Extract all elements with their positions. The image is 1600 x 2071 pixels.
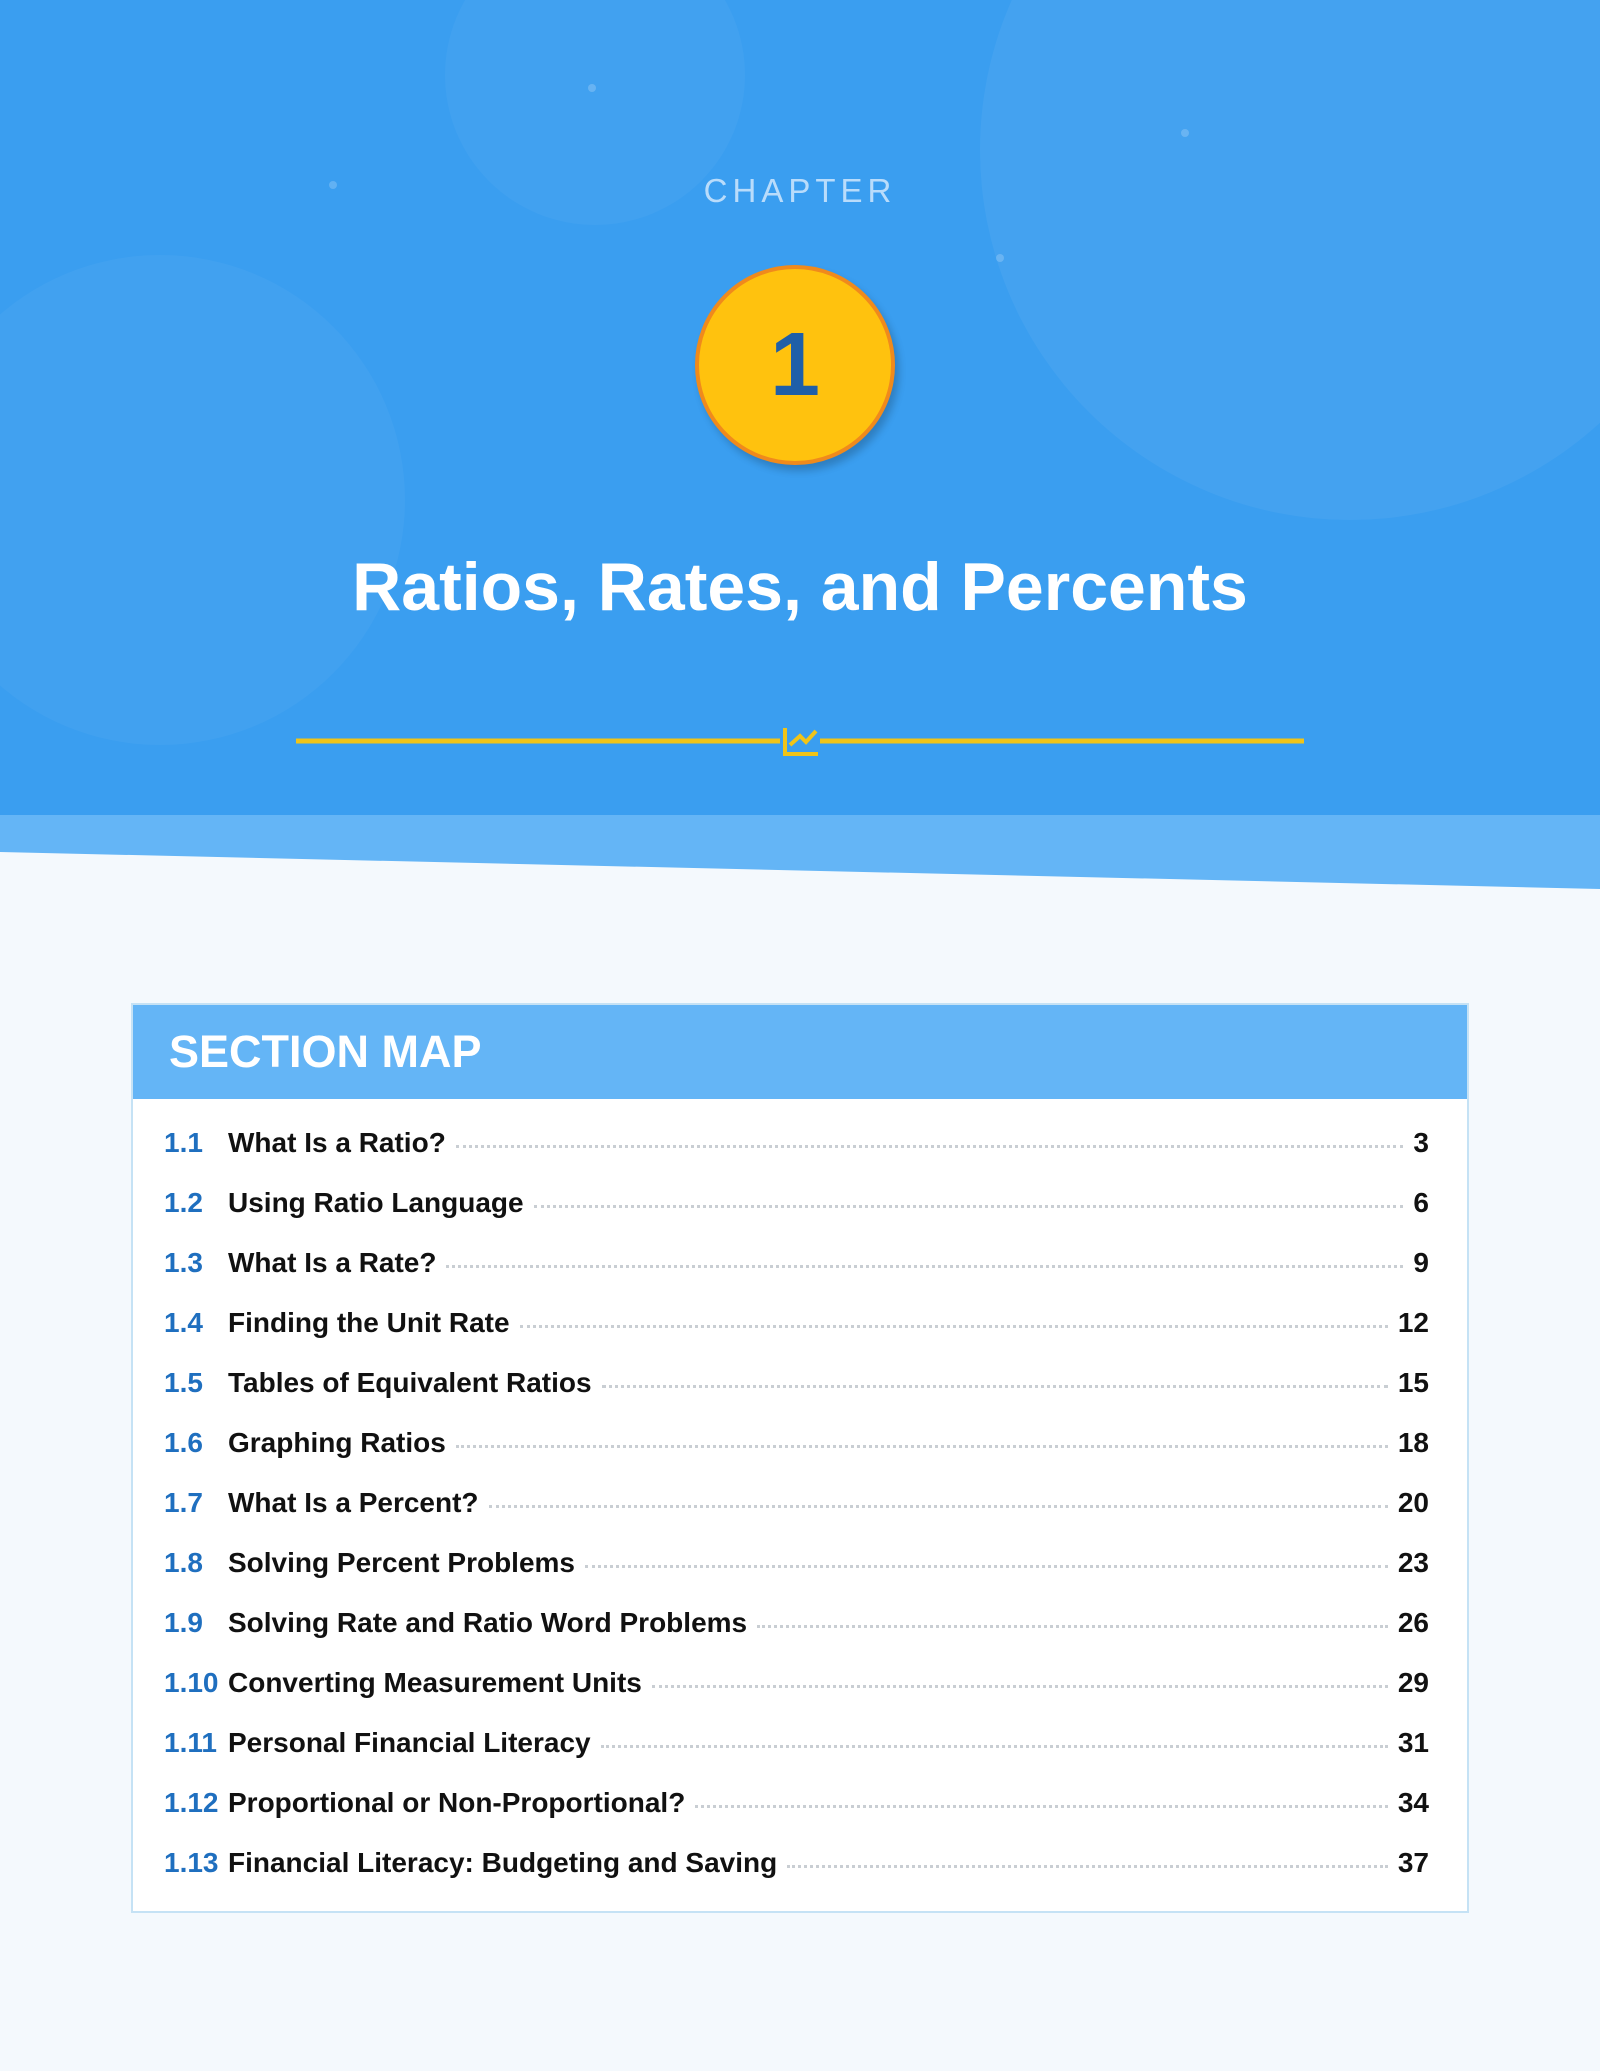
section-row: 1.13 Financial Literacy: Budgeting and Sa…: [164, 1833, 1429, 1893]
page-number: 6: [1413, 1187, 1429, 1218]
decor-dot: [1181, 129, 1189, 137]
section-number: 1.1: [164, 1127, 203, 1158]
section-row: 1.2 Using Ratio Language 6: [164, 1173, 1429, 1233]
section-title: Tables of Equivalent Ratios: [228, 1367, 592, 1398]
section-row: 1.5 Tables of Equivalent Ratios 15: [164, 1353, 1429, 1413]
section-number: 1.7: [164, 1487, 203, 1518]
divider-icon: [783, 728, 818, 756]
page-number: 9: [1413, 1247, 1429, 1278]
section-title: Using Ratio Language: [228, 1187, 524, 1218]
section-number: 1.9: [164, 1607, 203, 1638]
section-row: 1.10 Converting Measurement Units 29: [164, 1653, 1429, 1713]
dot-leader: [446, 1265, 1404, 1268]
dot-leader: [455, 1145, 1404, 1148]
chapter-label: CHAPTER: [703, 172, 897, 209]
dot-leader: [651, 1685, 1388, 1688]
section-title: Personal Financial Literacy: [228, 1727, 591, 1758]
dot-leader: [519, 1325, 1388, 1328]
dot-leader: [695, 1805, 1388, 1808]
dot-leader: [600, 1745, 1388, 1748]
section-title: Solving Percent Problems: [228, 1547, 575, 1578]
section-title: Graphing Ratios: [228, 1427, 446, 1458]
page-number: 3: [1413, 1127, 1429, 1158]
section-number: 1.2: [164, 1187, 203, 1218]
section-title: Financial Literacy: Budgeting and Saving: [228, 1847, 778, 1878]
decor-dot: [588, 84, 596, 92]
section-row: 1.8 Solving Percent Problems 23: [164, 1533, 1429, 1593]
section-title: Solving Rate and Ratio Word Problems: [228, 1607, 748, 1638]
decor-circle: [445, 0, 745, 225]
section-row: 1.9 Solving Rate and Ratio Word Problems 2…: [164, 1593, 1429, 1653]
section-title: What Is a Ratio?: [228, 1127, 446, 1158]
chapter-title: Ratios, Rates, and Percents: [352, 549, 1248, 625]
page-number: 20: [1397, 1487, 1429, 1518]
section-title: Proportional or Non-Proportional?: [228, 1787, 686, 1818]
section-row: 1.7 What Is a Percent? 20: [164, 1473, 1429, 1533]
page-number: 34: [1397, 1787, 1429, 1818]
dot-leader: [488, 1505, 1388, 1508]
section-number: 1.13: [164, 1847, 219, 1878]
section-title: Converting Measurement Units: [228, 1667, 642, 1698]
section-number: 1.12: [164, 1787, 219, 1818]
page-number: 26: [1397, 1607, 1429, 1638]
section-map-title: SECTION MAP: [133, 1005, 1467, 1099]
dot-leader: [533, 1205, 1404, 1208]
page-number: 15: [1397, 1367, 1429, 1398]
section-number: 1.11: [164, 1727, 217, 1758]
dot-leader: [757, 1625, 1388, 1628]
page-number: 12: [1397, 1307, 1429, 1338]
page-number: 31: [1397, 1727, 1429, 1758]
hero-background: [0, 0, 1600, 889]
page-number: 23: [1397, 1547, 1429, 1578]
page-number: 29: [1397, 1667, 1429, 1698]
section-title: What Is a Percent?: [228, 1487, 479, 1518]
decor-dot: [996, 254, 1004, 262]
section-title: What Is a Rate?: [228, 1247, 437, 1278]
dot-leader: [601, 1385, 1388, 1388]
section-number: 1.6: [164, 1427, 203, 1458]
section-number: 1.3: [164, 1247, 203, 1278]
page-number: 37: [1397, 1847, 1429, 1878]
chapter-number: 1: [695, 265, 895, 465]
section-row: 1.12 Proportional or Non-Proportional? 34: [164, 1773, 1429, 1833]
section-row: 1.6 Graphing Ratios 18: [164, 1413, 1429, 1473]
decor-circle: [0, 255, 405, 745]
section-row: 1.3 What Is a Rate? 9: [164, 1233, 1429, 1293]
section-map: SECTION MAP 1.1 What Is a Ratio? 3 1.2 Using…: [131, 1003, 1469, 1913]
dot-leader: [455, 1445, 1388, 1448]
dot-leader: [585, 1565, 1388, 1568]
decor-circle: [980, 0, 1600, 520]
section-row: 1.1 What Is a Ratio? 3: [164, 1113, 1429, 1173]
dot-leader: [787, 1865, 1388, 1868]
decor-dot: [329, 181, 337, 189]
section-row: 1.4 Finding the Unit Rate 12: [164, 1293, 1429, 1353]
section-number: 1.10: [164, 1667, 219, 1698]
section-number: 1.5: [164, 1367, 203, 1398]
section-list: 1.1 What Is a Ratio? 3 1.2 Using Ratio Langu…: [133, 1099, 1467, 1893]
section-row: 1.11 Personal Financial Literacy 31: [164, 1713, 1429, 1773]
hero-band: [0, 815, 1600, 889]
section-number: 1.8: [164, 1547, 203, 1578]
section-number: 1.4: [164, 1307, 203, 1338]
page-number: 18: [1397, 1427, 1429, 1458]
section-title: Finding the Unit Rate: [228, 1307, 510, 1338]
